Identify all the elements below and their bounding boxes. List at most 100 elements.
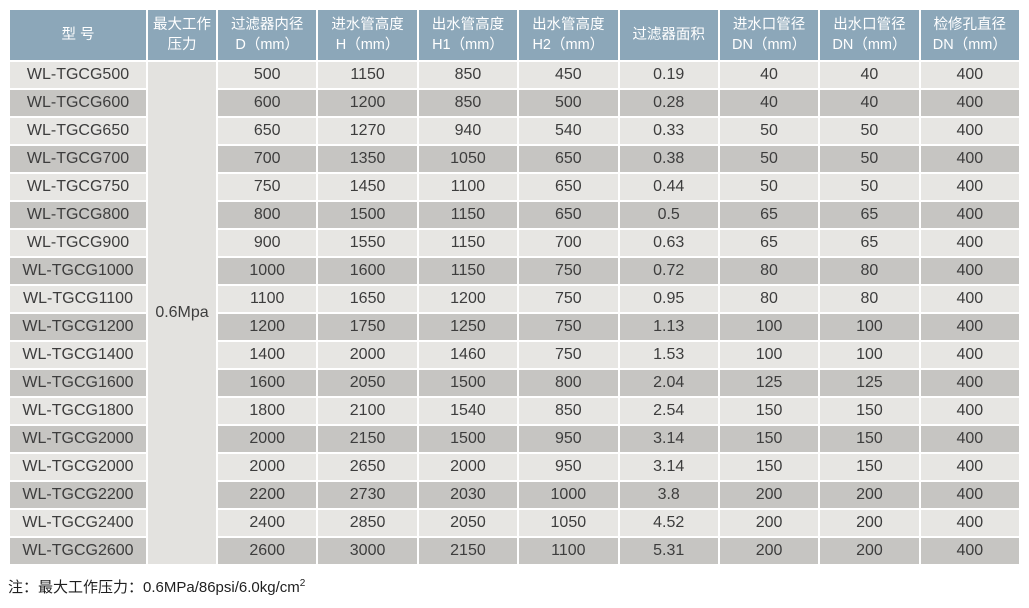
- model-cell: WL-TGCG2000: [10, 454, 146, 480]
- value-cell: 1050: [418, 146, 518, 172]
- value-cell: 0.19: [619, 62, 718, 88]
- value-cell: 125: [719, 370, 819, 396]
- value-cell: 1270: [318, 118, 417, 144]
- value-cell: 750: [519, 314, 618, 340]
- value-cell: 1200: [218, 314, 317, 340]
- model-cell: WL-TGCG500: [10, 62, 146, 88]
- table-row: WL-TGCG650 650 1270 940 540 0.33 50 50 400: [10, 118, 1019, 144]
- value-cell: 80: [820, 286, 919, 312]
- value-cell: 900: [218, 230, 317, 256]
- value-cell: 150: [719, 426, 819, 452]
- column-header-2: 最大工作 压力: [148, 10, 216, 60]
- value-cell: 40: [820, 62, 919, 88]
- value-cell: 50: [820, 146, 919, 172]
- value-cell: 1000: [218, 258, 317, 284]
- value-cell: 500: [218, 62, 317, 88]
- value-cell: 2000: [418, 454, 518, 480]
- column-header-9: 出水口管径 DN（mm）: [820, 10, 919, 60]
- max-pressure-cell: 0.6Mpa: [148, 62, 216, 564]
- value-cell: 65: [719, 230, 819, 256]
- value-cell: 150: [719, 398, 819, 424]
- value-cell: 0.5: [619, 202, 718, 228]
- value-cell: 750: [519, 258, 618, 284]
- value-cell: 2400: [218, 510, 317, 536]
- value-cell: 80: [719, 286, 819, 312]
- table-row: WL-TGCG750 750 1450 1100 650 0.44 50 50 400: [10, 174, 1019, 200]
- model-cell: WL-TGCG1000: [10, 258, 146, 284]
- value-cell: 400: [920, 118, 1019, 144]
- table-row: WL-TGCG2000 2000 2650 2000 950 3.14 150 150 400: [10, 454, 1019, 480]
- value-cell: 1540: [418, 398, 518, 424]
- value-cell: 2030: [418, 482, 518, 508]
- value-cell: 2.04: [619, 370, 718, 396]
- value-cell: 125: [820, 370, 919, 396]
- value-cell: 100: [719, 342, 819, 368]
- model-cell: WL-TGCG700: [10, 146, 146, 172]
- value-cell: 1400: [218, 342, 317, 368]
- value-cell: 65: [820, 202, 919, 228]
- model-cell: WL-TGCG800: [10, 202, 146, 228]
- table-row: WL-TGCG500 0.6Mpa 500 1150 850 450 0.19 40 40 400: [10, 62, 1019, 564]
- value-cell: 200: [719, 538, 819, 564]
- value-cell: 750: [519, 342, 618, 368]
- table-body: WL-TGCG500 0.6Mpa 500 1150 850 450 0.19 40 40 400…: [10, 62, 1019, 564]
- value-cell: 400: [920, 202, 1019, 228]
- value-cell: 200: [719, 510, 819, 536]
- model-cell: WL-TGCG2000: [10, 426, 146, 452]
- value-cell: 0.95: [619, 286, 718, 312]
- value-cell: 1500: [318, 202, 417, 228]
- value-cell: 5.31: [619, 538, 718, 564]
- value-cell: 1050: [519, 510, 618, 536]
- value-cell: 2000: [218, 426, 317, 452]
- column-header-1: 型 号: [10, 10, 146, 60]
- value-cell: 950: [519, 426, 618, 452]
- value-cell: 2650: [318, 454, 417, 480]
- table-row: WL-TGCG700 700 1350 1050 650 0.38 50 50 400: [10, 146, 1019, 172]
- value-cell: 400: [920, 90, 1019, 116]
- value-cell: 1460: [418, 342, 518, 368]
- model-cell: WL-TGCG2200: [10, 482, 146, 508]
- value-cell: 3.14: [619, 426, 718, 452]
- column-header-7: 过滤器面积: [619, 10, 718, 60]
- value-cell: 2730: [318, 482, 417, 508]
- value-cell: 400: [920, 510, 1019, 536]
- value-cell: 0.63: [619, 230, 718, 256]
- model-cell: WL-TGCG2600: [10, 538, 146, 564]
- table-row: WL-TGCG1200 1200 1750 1250 750 1.13 100 100 400: [10, 314, 1019, 340]
- table-row: WL-TGCG1100 1100 1650 1200 750 0.95 80 80 400: [10, 286, 1019, 312]
- table-row: WL-TGCG1000 1000 1600 1150 750 0.72 80 80 400: [10, 258, 1019, 284]
- value-cell: 2200: [218, 482, 317, 508]
- value-cell: 400: [920, 314, 1019, 340]
- value-cell: 650: [519, 146, 618, 172]
- value-cell: 400: [920, 538, 1019, 564]
- value-cell: 1.53: [619, 342, 718, 368]
- value-cell: 100: [719, 314, 819, 340]
- model-cell: WL-TGCG2400: [10, 510, 146, 536]
- value-cell: 1500: [418, 370, 518, 396]
- model-cell: WL-TGCG600: [10, 90, 146, 116]
- value-cell: 1250: [418, 314, 518, 340]
- value-cell: 400: [920, 454, 1019, 480]
- value-cell: 850: [418, 90, 518, 116]
- value-cell: 400: [920, 426, 1019, 452]
- footnote: 注：最大工作压力：0.6MPa/86psi/6.0kg/cm2: [8, 576, 1021, 597]
- value-cell: 400: [920, 146, 1019, 172]
- table-header: 型 号最大工作 压力 过滤器内径 D（mm） 进水管高度 H（mm） 出水管高度 H1（mm）…: [10, 10, 1019, 60]
- value-cell: 950: [519, 454, 618, 480]
- table-row: WL-TGCG1400 1400 2000 1460 750 1.53 100 100 400: [10, 342, 1019, 368]
- table-row: WL-TGCG2600 2600 3000 2150 1100 5.31 200 200 400: [10, 538, 1019, 564]
- column-header-3: 过滤器内径 D（mm）: [218, 10, 317, 60]
- table-row: WL-TGCG2400 2400 2850 2050 1050 4.52 200 200 400: [10, 510, 1019, 536]
- value-cell: 2050: [418, 510, 518, 536]
- value-cell: 1650: [318, 286, 417, 312]
- value-cell: 0.44: [619, 174, 718, 200]
- value-cell: 1150: [318, 62, 417, 88]
- value-cell: 200: [719, 482, 819, 508]
- column-header-4: 进水管高度 H（mm）: [318, 10, 417, 60]
- column-header-6: 出水管高度 H2（mm）: [519, 10, 618, 60]
- value-cell: 150: [820, 398, 919, 424]
- value-cell: 850: [418, 62, 518, 88]
- value-cell: 700: [519, 230, 618, 256]
- model-cell: WL-TGCG650: [10, 118, 146, 144]
- value-cell: 650: [519, 202, 618, 228]
